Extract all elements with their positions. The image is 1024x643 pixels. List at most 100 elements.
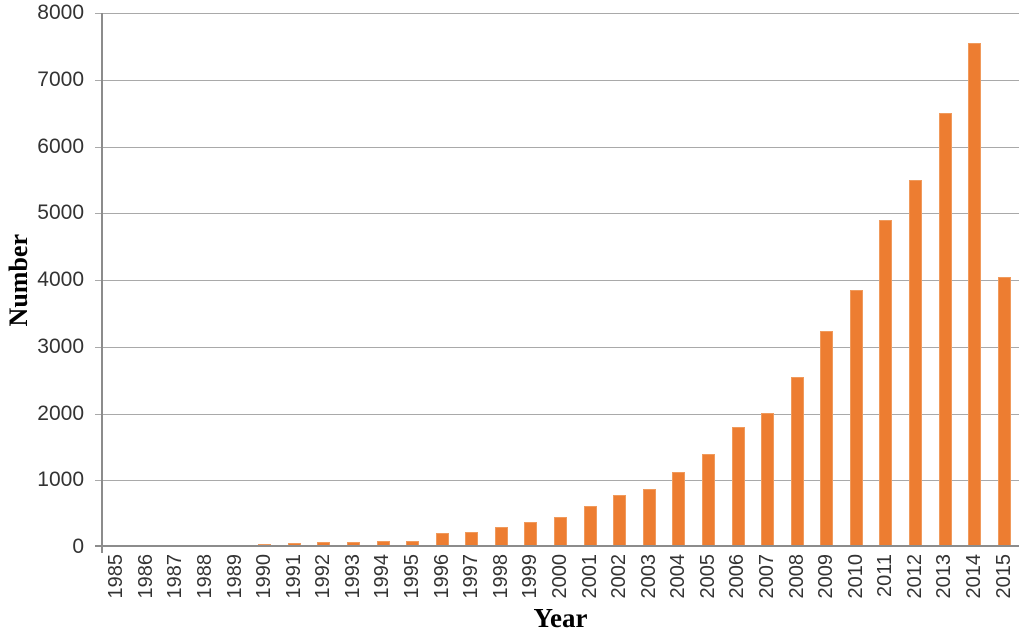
x-tick-cell-1993: 1993	[339, 554, 369, 606]
y-tick-label-0: 0	[72, 535, 84, 558]
x-tick-label-1994: 1994	[371, 554, 394, 599]
bar-2008	[790, 377, 804, 547]
x-tick-label-2003: 2003	[637, 554, 660, 599]
x-axis-title: Year	[102, 603, 1019, 634]
x-tick-cell-2009: 2009	[812, 554, 842, 606]
x-tick-label-2012: 2012	[903, 554, 926, 599]
bar-2013	[938, 113, 952, 547]
x-tick-cell-2008: 2008	[782, 554, 812, 606]
x-tick-cell-1992: 1992	[309, 554, 339, 606]
gridline-6000	[95, 147, 1019, 148]
gridline-7000	[95, 80, 1019, 81]
x-tick-label-2009: 2009	[815, 554, 838, 599]
x-tick-label-2011: 2011	[874, 554, 897, 598]
x-tick-cell-2000: 2000	[546, 554, 576, 606]
bar-1992	[317, 542, 331, 547]
y-tick-label-4000: 4000	[37, 268, 84, 291]
x-tick-cell-1988: 1988	[191, 554, 221, 606]
x-tick-cell-2006: 2006	[723, 554, 753, 606]
x-tick-label-1985: 1985	[105, 554, 128, 599]
x-tick-cell-1998: 1998	[487, 554, 517, 606]
gridline-5000	[95, 213, 1019, 214]
x-axis-title-text: Year	[533, 603, 588, 633]
x-tick-cell-1987: 1987	[161, 554, 191, 606]
x-tick-label-1996: 1996	[430, 554, 453, 599]
x-tick-cell-1990: 1990	[250, 554, 280, 606]
x-tick-label-1995: 1995	[401, 554, 424, 599]
bar-2003	[642, 489, 656, 547]
x-tick-label-2007: 2007	[756, 554, 778, 599]
bar-2011	[879, 220, 893, 547]
x-tick-cell-2002: 2002	[605, 554, 635, 606]
y-tick-label-6000: 6000	[37, 134, 84, 158]
x-tick-cell-2015: 2015	[989, 554, 1019, 606]
x-tick-label-2015: 2015	[992, 554, 1015, 599]
bar-2004	[672, 472, 686, 547]
x-tick-cell-2012: 2012	[901, 554, 931, 606]
bar-2000	[554, 517, 567, 547]
y-tick-label-8000: 8000	[37, 1, 84, 24]
x-tick-label-1993: 1993	[341, 554, 364, 599]
bar-2007	[761, 413, 775, 547]
bar-1999	[524, 522, 538, 547]
bar-1993	[346, 542, 360, 547]
x-tick-label-2005: 2005	[696, 554, 719, 599]
y-axis-line	[101, 13, 103, 553]
bar-2012	[909, 180, 922, 547]
gridline-1000	[95, 480, 1019, 481]
bar-1995	[406, 541, 420, 547]
gridline-4000	[95, 280, 1019, 281]
plot-area	[95, 13, 1019, 553]
x-tick-label-1987: 1987	[164, 554, 187, 599]
bar-1996	[435, 533, 449, 547]
gridline-3000	[95, 347, 1019, 348]
x-tick-cell-2001: 2001	[575, 554, 605, 606]
bar-2005	[701, 454, 715, 547]
x-tick-label-1991: 1991	[282, 554, 305, 599]
x-tick-cell-1991: 1991	[279, 554, 309, 606]
x-tick-label-2008: 2008	[785, 554, 808, 599]
x-tick-label-2010: 2010	[844, 554, 867, 599]
bar-2014	[968, 43, 982, 547]
bar-2001	[583, 506, 597, 547]
x-tick-cell-2014: 2014	[960, 554, 990, 606]
bar-2010	[849, 290, 863, 547]
x-tick-cell-1997: 1997	[457, 554, 487, 606]
bar-2015	[997, 277, 1011, 547]
gridline-8000	[95, 13, 1019, 14]
x-tick-cell-2003: 2003	[634, 554, 664, 606]
bar-2009	[820, 331, 834, 547]
y-tick-label-2000: 2000	[37, 401, 84, 425]
x-tick-label-1998: 1998	[489, 554, 512, 599]
bar-2006	[731, 427, 745, 547]
x-tick-cell-1985: 1985	[102, 554, 132, 606]
x-tick-label-1992: 1992	[312, 554, 335, 599]
x-tick-cell-1994: 1994	[368, 554, 398, 606]
x-tick-label-1986: 1986	[134, 554, 157, 599]
x-tick-label-1999: 1999	[519, 554, 542, 599]
bar-2002	[613, 495, 627, 547]
x-tick-label-2014: 2014	[963, 554, 986, 599]
x-tick-cell-1986: 1986	[132, 554, 162, 606]
x-tick-cell-1996: 1996	[427, 554, 457, 606]
x-tick-label-2002: 2002	[608, 554, 631, 599]
y-tick-label-3000: 3000	[37, 334, 84, 358]
x-tick-cell-2010: 2010	[841, 554, 871, 606]
x-tick-cell-1995: 1995	[398, 554, 428, 606]
x-tick-label-1988: 1988	[194, 554, 217, 599]
x-tick-label-2001: 2001	[578, 554, 601, 599]
x-tick-cell-1999: 1999	[516, 554, 546, 606]
y-tick-label-5000: 5000	[37, 201, 84, 225]
x-tick-label-2004: 2004	[667, 554, 690, 599]
x-tick-label-2013: 2013	[933, 554, 956, 599]
x-tick-cell-2005: 2005	[694, 554, 724, 606]
gridline-2000	[95, 414, 1019, 415]
bar-1997	[465, 532, 479, 547]
y-tick-label-1000: 1000	[37, 468, 84, 492]
bar-1994	[376, 541, 390, 547]
x-tick-labels: 1985 1986 1987 1988 1989 1990 1991 1992 1993 1994…	[102, 554, 1019, 606]
x-tick-label-1997: 1997	[460, 554, 483, 599]
x-tick-label-1989: 1989	[223, 554, 246, 599]
x-tick-cell-2013: 2013	[930, 554, 960, 606]
